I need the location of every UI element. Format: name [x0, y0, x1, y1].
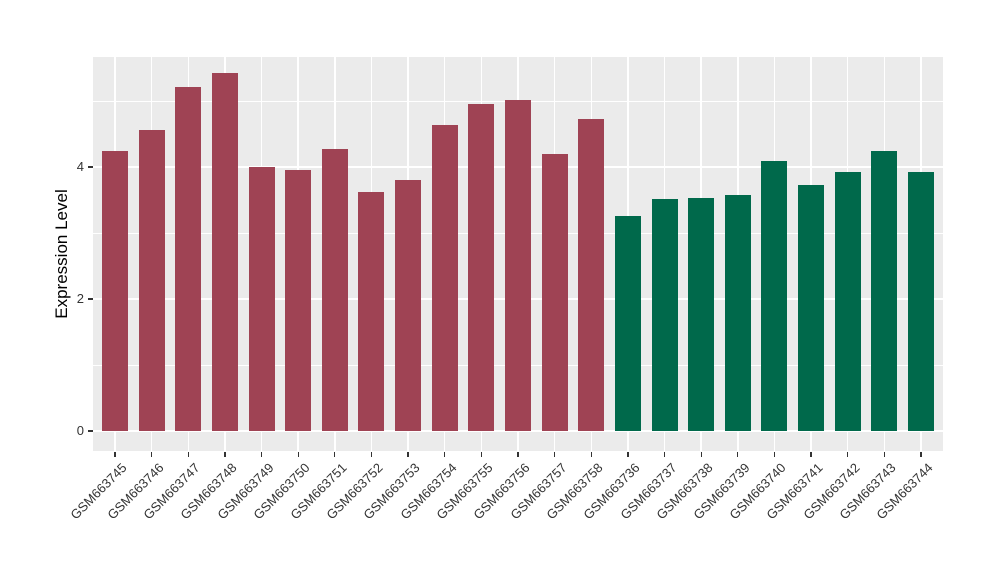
bar-GSM663739: [724, 194, 751, 431]
bar-GSM663757: [541, 154, 568, 431]
bar-GSM663745: [101, 150, 128, 431]
x-tick-mark: [260, 452, 263, 457]
bar-GSM663744: [908, 172, 935, 431]
x-tick-mark: [810, 452, 812, 457]
x-tick-mark: [700, 452, 702, 457]
bar-GSM663749: [248, 167, 275, 431]
y-tick-mark: [88, 298, 93, 300]
bar-GSM663742: [834, 172, 861, 431]
bar-GSM663748: [211, 72, 238, 431]
x-tick-mark: [920, 452, 922, 457]
plot-panel: [93, 57, 943, 451]
bar-GSM663754: [431, 124, 458, 431]
y-tick-label-4: 4: [76, 159, 84, 174]
bar-GSM663750: [285, 169, 312, 431]
x-tick-mark: [480, 452, 482, 457]
bar-GSM663747: [175, 87, 202, 431]
x-tick-mark: [407, 452, 409, 457]
y-tick-label-2: 2: [76, 291, 84, 306]
x-tick-mark: [444, 452, 446, 457]
x-tick-mark: [224, 452, 226, 457]
bar-GSM663740: [761, 161, 788, 431]
x-tick-mark: [627, 452, 629, 457]
x-tick-mark: [553, 452, 556, 457]
x-tick-mark: [114, 452, 116, 457]
x-tick-mark: [663, 452, 666, 457]
bar-GSM663755: [468, 103, 495, 431]
x-tick-mark: [334, 452, 336, 457]
bar-GSM663743: [871, 150, 898, 431]
x-tick-mark: [370, 452, 373, 457]
x-tick-mark: [590, 452, 592, 457]
y-tick-label-0: 0: [76, 423, 84, 438]
x-tick-mark: [847, 452, 849, 457]
x-tick-mark: [187, 452, 189, 457]
bar-GSM663758: [578, 119, 605, 431]
x-tick-mark: [737, 452, 739, 457]
x-tick-mark: [150, 452, 153, 457]
x-tick-mark: [883, 452, 886, 457]
bar-GSM663741: [798, 184, 825, 431]
x-tick-mark: [517, 452, 519, 457]
bar-GSM663753: [395, 179, 422, 431]
bar-GSM663751: [321, 148, 348, 431]
bar-GSM663736: [614, 215, 641, 431]
x-tick-mark: [297, 452, 299, 457]
bar-GSM663738: [688, 198, 715, 431]
y-tick-mark: [88, 430, 93, 432]
bar-GSM663752: [358, 192, 385, 431]
bar-GSM663746: [138, 130, 165, 431]
x-tick-mark: [773, 452, 776, 457]
y-tick-mark: [88, 166, 93, 168]
bar-GSM663737: [651, 198, 678, 431]
bar-GSM663756: [505, 99, 531, 431]
